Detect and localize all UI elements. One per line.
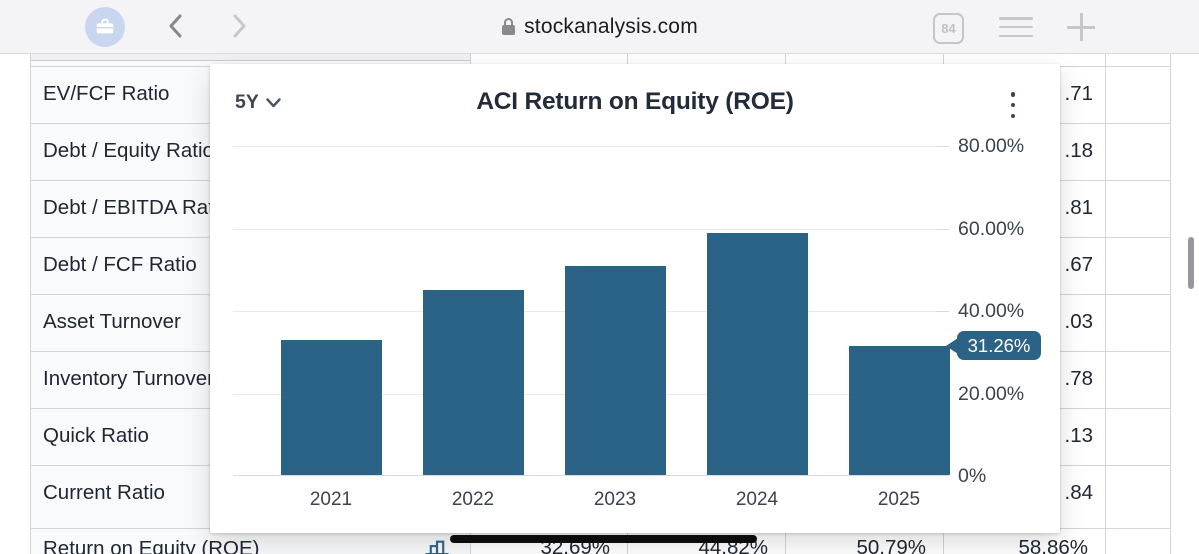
table-row[interactable]: Debt / EBITDA Ratio [43, 196, 230, 219]
x-axis-tick-label: 2025 [877, 489, 921, 510]
y-axis-tick-label: 80.00% [958, 135, 1025, 158]
tabs-button[interactable]: 84 [933, 13, 964, 44]
table-cell-value: .13 [1064, 424, 1094, 447]
bar-2024[interactable] [706, 232, 808, 475]
y-axis-tick-label: 0% [958, 465, 987, 487]
forward-button[interactable] [226, 13, 252, 39]
table-row[interactable]: Inventory Turnover [43, 367, 214, 390]
menu-button[interactable] [999, 17, 1033, 37]
table-cell-value: .03 [1064, 310, 1094, 333]
value-tooltip: 31.26% [946, 331, 1041, 360]
table-cell-value: 50.79% [856, 536, 926, 554]
bar-2022[interactable] [422, 290, 524, 475]
y-axis-tick-label: 60.00% [958, 217, 1025, 240]
table-row[interactable]: Debt / FCF Ratio [43, 253, 197, 276]
y-axis-tick [936, 311, 949, 313]
x-axis-tick-label: 2023 [593, 489, 637, 510]
table-cell-value: .78 [1064, 367, 1094, 390]
bar-2021[interactable] [280, 340, 382, 475]
y-axis-tick-label: 20.00% [958, 382, 1025, 405]
table-row[interactable]: EV/FCF Ratio [43, 82, 170, 105]
y-axis-tick [936, 475, 949, 476]
chart-modal: 5Y ACI Return on Equity (ROE) 0% 20.00% 40… [210, 64, 1060, 533]
lock-icon [502, 18, 516, 35]
horizontal-scroll-indicator[interactable] [450, 535, 757, 543]
more-options-button[interactable] [1004, 91, 1022, 119]
y-axis-tick [936, 146, 949, 148]
x-axis-tick-label: 2024 [735, 489, 779, 510]
table-cell-value: 58.86% [1018, 536, 1088, 554]
briefcase-icon [96, 18, 114, 34]
table-row[interactable]: Quick Ratio [43, 424, 149, 447]
chart-title: ACI Return on Equity (ROE) [476, 88, 794, 115]
table-row-roe[interactable]: Return on Equity (ROE) [43, 537, 260, 554]
table-cell-value: .81 [1064, 196, 1094, 219]
bar-2023[interactable] [564, 265, 666, 475]
table-row[interactable]: Current Ratio [43, 481, 165, 504]
gridline [233, 146, 948, 148]
chevron-down-icon [266, 97, 281, 107]
table-border [1170, 53, 1171, 554]
tab-count: 84 [941, 21, 956, 36]
address-bar[interactable]: stockanalysis.com [0, 0, 1199, 53]
tooltip-value: 31.26% [967, 334, 1031, 356]
y-axis-tick [936, 228, 949, 230]
range-selector-label: 5Y [235, 91, 259, 113]
url-text: stockanalysis.com [524, 14, 698, 38]
range-selector-button[interactable]: 5Y [235, 91, 281, 114]
table-cell-value: .18 [1064, 139, 1094, 162]
table-header-strip [30, 53, 470, 61]
table-border [30, 53, 31, 554]
x-axis-tick-label: 2022 [451, 489, 495, 510]
browser-toolbar: stockanalysis.com 84 [0, 0, 1199, 54]
bar-2025[interactable] [848, 346, 950, 475]
table-border [1105, 53, 1106, 554]
table-cell-value: .71 [1064, 82, 1094, 105]
table-row[interactable]: Asset Turnover [43, 310, 181, 333]
site-icon-button[interactable] [85, 7, 125, 47]
row-chart-icon[interactable] [423, 539, 451, 554]
table-cell-value: .84 [1064, 481, 1094, 504]
gridline [233, 228, 948, 230]
x-axis-line [233, 475, 948, 476]
table-cell-value: .67 [1064, 253, 1094, 276]
vertical-scrollbar[interactable] [1188, 237, 1194, 289]
new-tab-button[interactable] [1065, 11, 1097, 43]
table-row[interactable]: Debt / Equity Ratio [43, 139, 214, 162]
back-button[interactable] [163, 13, 189, 39]
x-axis-tick-label: 2021 [309, 489, 353, 510]
chart-plot [233, 139, 950, 476]
y-axis-tick-label: 40.00% [958, 300, 1025, 323]
